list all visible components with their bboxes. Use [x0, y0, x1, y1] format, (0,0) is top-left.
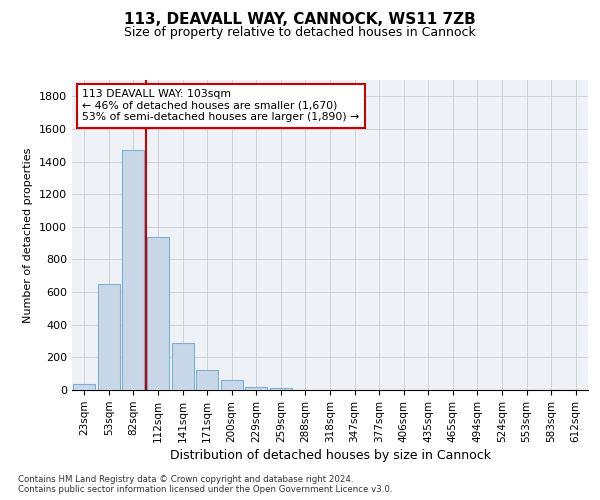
Bar [270, 388, 292, 390]
Bar [98, 284, 120, 390]
Bar [196, 370, 218, 390]
Bar [122, 150, 145, 390]
Text: Contains public sector information licensed under the Open Government Licence v3: Contains public sector information licen… [18, 485, 392, 494]
Bar [172, 342, 194, 390]
Text: Size of property relative to detached houses in Cannock: Size of property relative to detached ho… [124, 26, 476, 39]
Text: 113, DEAVALL WAY, CANNOCK, WS11 7ZB: 113, DEAVALL WAY, CANNOCK, WS11 7ZB [124, 12, 476, 28]
Text: Distribution of detached houses by size in Cannock: Distribution of detached houses by size … [170, 448, 491, 462]
Text: Contains HM Land Registry data © Crown copyright and database right 2024.: Contains HM Land Registry data © Crown c… [18, 475, 353, 484]
Text: 113 DEAVALL WAY: 103sqm
← 46% of detached houses are smaller (1,670)
53% of semi: 113 DEAVALL WAY: 103sqm ← 46% of detache… [82, 90, 359, 122]
Bar [147, 238, 169, 390]
Bar [245, 386, 268, 390]
Y-axis label: Number of detached properties: Number of detached properties [23, 148, 34, 322]
Bar [73, 384, 95, 390]
Bar [221, 380, 243, 390]
